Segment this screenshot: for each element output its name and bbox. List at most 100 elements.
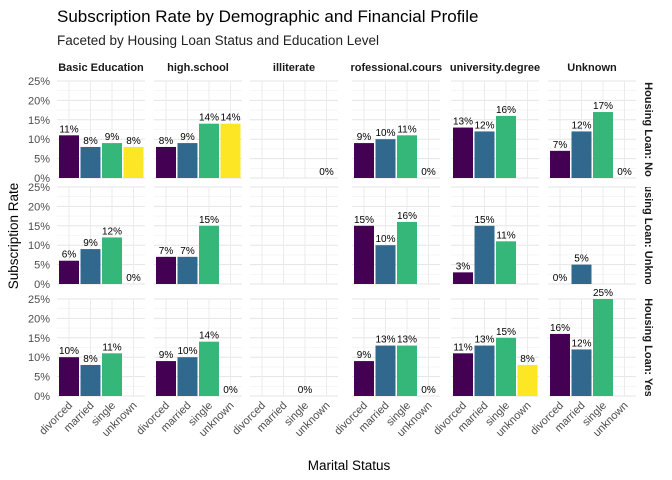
data-label: 9%: [180, 132, 195, 143]
y-tick-label: 15%: [28, 333, 50, 345]
facet-column-label: Unknown: [567, 62, 617, 74]
bar-single: [496, 241, 516, 284]
y-tick-label: 5%: [34, 260, 50, 272]
data-label: 11%: [453, 342, 472, 353]
bar-single: [199, 225, 219, 284]
bar-married: [375, 139, 396, 178]
y-tick-label: 10%: [28, 352, 50, 364]
data-label: 11%: [59, 124, 78, 135]
data-label: 0%: [298, 385, 313, 396]
data-label: 13%: [397, 335, 417, 346]
bar-single: [102, 353, 122, 396]
bar-divorced: [453, 127, 473, 178]
data-label: 25%: [593, 288, 613, 299]
bar-divorced: [453, 272, 473, 284]
bar-divorced: [550, 333, 570, 396]
bar-married: [474, 225, 495, 284]
bar-divorced: [156, 361, 176, 396]
data-label: 12%: [102, 226, 122, 237]
data-label: 5%: [574, 254, 589, 265]
data-label: 9%: [105, 132, 120, 143]
bar-single: [199, 341, 219, 396]
bar-married: [474, 131, 495, 178]
data-label: 6%: [62, 250, 77, 261]
facet-column-label: high.school: [167, 62, 229, 74]
data-label: 13%: [474, 335, 494, 346]
data-label: 9%: [159, 350, 174, 361]
y-tick-label: 0%: [34, 391, 50, 403]
y-tick-label: 15%: [28, 221, 50, 233]
data-label: 15%: [474, 215, 494, 226]
bar-single: [397, 221, 417, 284]
bar-single: [496, 115, 516, 178]
facet-column-label: professional.course: [344, 62, 449, 74]
bar-single: [593, 112, 613, 178]
data-label: 16%: [397, 211, 417, 222]
data-label: 15%: [496, 327, 516, 338]
bar-married: [375, 345, 396, 396]
data-label: 14%: [220, 113, 240, 124]
y-tick-label: 25%: [28, 182, 50, 194]
data-label: 0%: [421, 385, 436, 396]
facet-column-label: Basic Education: [58, 62, 144, 74]
chart-subtitle: Faceted by Housing Loan Status and Educa…: [57, 33, 379, 48]
bar-divorced: [550, 150, 570, 178]
data-label: 8%: [159, 136, 174, 147]
facet-grid: 0%5%10%15%20%25%0%5%10%15%20%25%0%5%10%1…: [28, 62, 654, 439]
data-label: 12%: [571, 338, 591, 349]
data-label: 7%: [180, 246, 195, 257]
data-label: 8%: [83, 136, 98, 147]
facet-row-label: Housing Loan: No: [642, 82, 654, 177]
bar-married: [571, 131, 592, 178]
data-label: 13%: [375, 335, 395, 346]
data-label: 0%: [223, 385, 238, 396]
bar-married: [571, 264, 592, 284]
y-tick-label: 25%: [28, 76, 50, 88]
data-label: 12%: [571, 120, 591, 131]
data-label: 10%: [375, 128, 395, 139]
y-axis-title: Subscription Rate: [6, 183, 21, 290]
facet-row-label: Housing Loan: Yes: [642, 298, 654, 397]
data-label: 14%: [199, 331, 219, 342]
data-label: 15%: [354, 215, 374, 226]
bar-divorced: [59, 357, 79, 396]
bar-divorced: [156, 256, 176, 284]
data-label: 15%: [199, 215, 219, 226]
data-label: 11%: [102, 342, 121, 353]
data-label: 9%: [357, 350, 372, 361]
data-label: 7%: [159, 246, 174, 257]
bar-married: [177, 143, 198, 178]
y-tick-label: 5%: [34, 154, 50, 166]
chart-title: Subscription Rate by Demographic and Fin…: [57, 7, 478, 26]
bar-divorced: [59, 135, 79, 178]
data-label: 9%: [357, 132, 372, 143]
bar-single: [496, 337, 516, 396]
data-label: 11%: [496, 230, 515, 241]
bar-married: [80, 364, 101, 396]
data-label: 14%: [199, 113, 219, 124]
y-tick-label: 10%: [28, 240, 50, 252]
bar-divorced: [354, 361, 374, 396]
bar-single: [593, 299, 613, 396]
bar-divorced: [354, 143, 374, 178]
bar-unknown: [123, 146, 144, 178]
data-label: 8%: [520, 354, 535, 365]
y-tick-label: 15%: [28, 115, 50, 127]
bar-married: [80, 249, 101, 284]
data-label: 16%: [496, 105, 516, 116]
y-tick-label: 20%: [28, 95, 50, 107]
bar-married: [375, 245, 396, 284]
data-label: 11%: [397, 124, 416, 135]
data-label: 0%: [319, 167, 334, 178]
bar-divorced: [156, 146, 176, 178]
y-tick-label: 20%: [28, 313, 50, 325]
data-label: 0%: [126, 273, 141, 284]
data-label: 16%: [550, 323, 570, 334]
bar-married: [177, 357, 198, 396]
data-label: 9%: [83, 238, 98, 249]
bar-single: [397, 135, 417, 178]
x-axis-title: Marital Status: [308, 458, 391, 473]
bar-divorced: [453, 353, 473, 396]
data-label: 10%: [375, 234, 395, 245]
